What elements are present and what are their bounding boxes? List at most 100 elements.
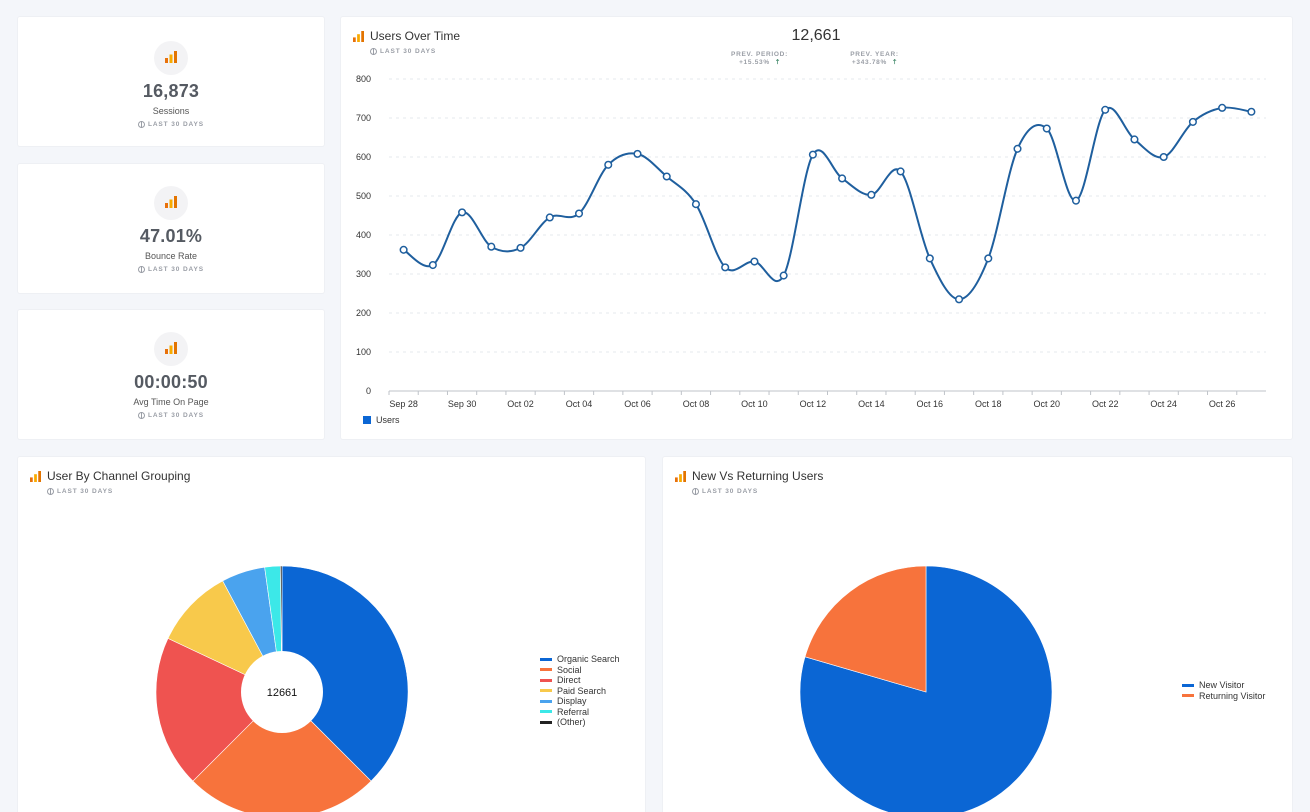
channel-legend-item[interactable]: Organic Search [540,654,620,665]
users-data-point[interactable] [1042,124,1051,133]
channel-legend-item[interactable]: Display [540,696,620,707]
users-data-point[interactable] [574,209,584,218]
users-data-point[interactable] [428,260,437,270]
users-data-point[interactable] [867,190,876,199]
channel-legend-item[interactable]: Social [540,665,620,676]
users-data-point[interactable] [1188,117,1197,126]
users-data-point[interactable] [662,172,671,181]
users-data-point[interactable] [1130,135,1139,144]
y-tick-label: 400 [356,230,371,240]
globe-icon [692,488,699,495]
x-tick-label: Oct 10 [741,399,768,409]
users-data-point[interactable] [750,257,759,266]
visitor-legend-item[interactable]: New Visitor [1182,680,1265,691]
analytics-bar-icon [154,41,188,75]
globe-icon [137,412,145,419]
channel-legend-label: Social [557,664,582,675]
users-data-point[interactable] [1071,196,1081,205]
y-tick-label: 300 [356,269,371,279]
visitor-slice-returning-visitor[interactable] [804,565,927,693]
channel-legend-item[interactable]: Paid Search [540,686,620,697]
channel-legend-item[interactable]: Direct [540,675,620,686]
donut-hole [241,651,323,733]
users-data-point[interactable] [604,160,613,169]
channel-slice-direct[interactable] [155,637,283,782]
channel-legend[interactable]: Organic Search Social Direct Paid Search Dis… [540,654,620,728]
channel-legend-swatch [540,668,552,672]
users-data-point[interactable] [458,208,467,217]
channel-donut-chart: 12661 [155,565,409,812]
channel-slice-social[interactable] [192,691,372,812]
users-data-point[interactable] [838,174,847,183]
users-data-point[interactable] [1247,107,1256,116]
users-data-point[interactable] [721,263,730,272]
users-data-point[interactable] [487,242,496,251]
visitor-legend-item[interactable]: Returning Visitor [1182,691,1265,702]
new-vs-returning-pie-chart [799,565,1053,812]
channel-grouping-range: LAST 30 DAYS [47,488,190,495]
y-tick-label: 100 [356,347,371,357]
users-data-point[interactable] [399,245,408,254]
channel-legend-label: (Other) [557,717,586,728]
users-data-point[interactable] [896,167,905,176]
channel-legend-label: Referral [557,706,590,717]
avg-time-range: LAST 30 DAYS [18,412,324,419]
avg-time-label: Avg Time On Page [133,397,209,407]
analytics-bar-icon [353,30,364,42]
visitor-slice-new-visitor[interactable] [799,565,1053,812]
users-data-point[interactable] [925,254,934,263]
x-tick-label: Oct 08 [683,399,710,409]
channel-legend-item[interactable]: (Other) [540,717,620,728]
prev-period-text: PREV. PERIOD: +15.53% [731,51,788,66]
users-data-point[interactable] [633,149,642,158]
x-tick-label: Oct 04 [566,399,593,409]
x-tick-label: Sep 30 [448,399,477,409]
new-vs-returning-title: New Vs Returning Users [692,469,824,483]
channel-legend-item[interactable]: Referral [540,707,620,718]
visitor-legend-label: New Visitor [1199,680,1245,691]
users-series-line [403,106,1252,301]
users-data-point[interactable] [1159,152,1168,162]
x-tick-label: Oct 06 [624,399,651,409]
users-legend[interactable]: Users [363,415,400,426]
users-data-point[interactable] [1013,144,1022,153]
users-over-time-card: Users Over Time LAST 30 DAYS 12,661 PREV… [341,17,1292,439]
sessions-value: 16,873 [142,81,200,101]
users-data-point[interactable] [984,254,993,263]
users-data-point[interactable] [1218,103,1227,112]
avg-time-card: 00:00:50 Avg Time On Page LAST 30 DAYS [18,310,324,439]
users-data-point[interactable] [691,200,701,209]
channel-grouping-title: User By Channel Grouping [47,469,191,483]
y-tick-label: 200 [356,308,371,318]
x-tick-label: Oct 26 [1209,399,1236,409]
new-vs-returning-range: LAST 30 DAYS [692,488,823,495]
prev-year-text: PREV. YEAR: +343.78% [850,51,899,66]
comparison-row: PREV. PERIOD: +15.53% 🡑 PREV. YEAR: +343.… [711,51,921,69]
channel-grouping-header: User By Channel Grouping LAST 30 DAYS [30,469,190,495]
users-data-point[interactable] [779,271,788,280]
users-line-chart: 0 100 200 300 400 500 600 700 800 Sep 28 Sep 30 Oct… [356,74,1266,409]
channel-legend-swatch [540,678,552,682]
users-over-time-header: Users Over Time LAST 30 DAYS [353,29,460,55]
users-total-value: 12,661 [791,27,841,44]
users-data-point[interactable] [1101,105,1110,114]
users-data-point[interactable] [545,213,554,222]
channel-legend-swatch [540,699,552,703]
users-over-time-range: LAST 30 DAYS [370,48,460,55]
y-tick-label: 600 [356,152,371,162]
channel-legend-swatch [540,689,552,693]
x-tick-label: Oct 02 [507,399,534,409]
users-over-time-title: Users Over Time [370,29,461,43]
channel-slice-organic-search[interactable] [281,565,409,782]
y-tick-label: 700 [356,113,371,123]
users-data-point[interactable] [955,295,964,304]
sessions-card: 16,873 Sessions LAST 30 DAYS [18,17,324,146]
new-vs-returning-legend[interactable]: New Visitor Returning Visitor [1182,680,1265,701]
users-data-point[interactable] [808,150,817,159]
y-tick-label: 500 [356,191,371,201]
donut-center-label: 12661 [267,687,298,699]
channel-grouping-card: User By Channel Grouping LAST 30 DAYS 12… [18,457,645,812]
bounce-rate-value: 47.01% [139,226,203,246]
sessions-range: LAST 30 DAYS [18,121,324,128]
users-data-point[interactable] [516,243,525,252]
